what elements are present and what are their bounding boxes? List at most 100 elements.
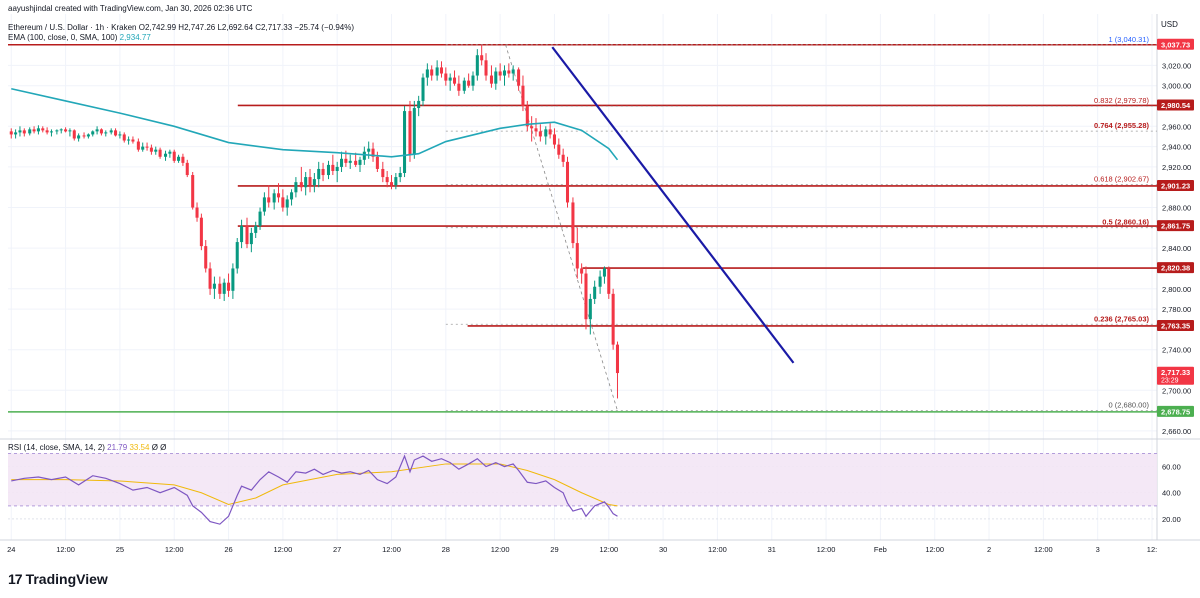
candle-body [281, 197, 285, 208]
time-tick-label: 12:00 [1034, 545, 1053, 554]
rsi-legend: RSI (14, close, SMA, 14, 2) 21.79 33.54 … [8, 443, 166, 452]
candle-body [45, 130, 49, 133]
tradingview-logo-mark: 17 [8, 571, 23, 587]
candle-body [557, 144, 561, 155]
time-tick-label: 2 [987, 545, 991, 554]
price-tag-box [1157, 366, 1194, 385]
ema-legend: EMA (100, close, 0, SMA, 100) 2,934.77 [8, 33, 151, 42]
candle-body [77, 135, 81, 139]
candle-body [598, 276, 602, 287]
time-tick-label: 12: [1147, 545, 1157, 554]
candle-body [141, 146, 145, 150]
candle-body [136, 141, 140, 150]
candle-body [371, 148, 375, 157]
price-tick-label: 2,660.00 [1162, 427, 1191, 436]
time-tick-label: 12:00 [708, 545, 727, 554]
candle-body [32, 129, 36, 132]
fib-level-label: 0.5 (2,860.16) [1102, 218, 1149, 227]
rsi-line [11, 454, 618, 525]
rsi-label-text: RSI (14, close, SMA, 14, 2) [8, 443, 105, 452]
time-tick-label: 31 [768, 545, 776, 554]
time-tick-label: 12:00 [491, 545, 510, 554]
price-tick-label: 2,800.00 [1162, 285, 1191, 294]
candle-body [235, 242, 239, 269]
candle-body [218, 283, 222, 294]
candle-body [480, 55, 484, 61]
candle-body [521, 85, 525, 106]
fib-level-label: 0.832 (2,979.78) [1094, 96, 1150, 105]
price-tick-label: 2,940.00 [1162, 143, 1191, 152]
candle-body [118, 134, 122, 136]
candle-body [95, 129, 99, 132]
time-tick-label: 12:00 [925, 545, 944, 554]
candle-body [615, 344, 620, 374]
candle-body [181, 156, 185, 163]
time-tick-label: 28 [442, 545, 450, 554]
price-tick-label: 2,840.00 [1162, 244, 1191, 253]
candle-body [222, 282, 226, 294]
candle-body [544, 129, 548, 137]
time-tick-label: 12:00 [817, 545, 836, 554]
candle-body [394, 177, 398, 186]
candle-body [267, 197, 271, 203]
price-tick-label: 3,020.00 [1162, 61, 1191, 70]
candle-body [168, 151, 172, 154]
candle-body [68, 130, 72, 132]
candle-body [22, 130, 26, 134]
candle-body [127, 139, 131, 141]
candle-body [575, 243, 579, 269]
rsi-band [8, 453, 1157, 506]
candle-body [412, 108, 416, 155]
candle-body [177, 156, 181, 161]
candle-body [321, 168, 325, 176]
candle-body [212, 283, 216, 289]
price-tag-label: 2,678.75 [1161, 407, 1190, 416]
candle-body [308, 177, 312, 186]
fib-connector-line [505, 44, 618, 411]
candle-body [99, 129, 103, 134]
price-tag-box [1157, 99, 1194, 111]
price-tick-label: 2,880.00 [1162, 204, 1191, 213]
candle-body [408, 111, 412, 155]
candle-body [534, 128, 538, 132]
currency-label: USD [1161, 20, 1178, 29]
candle-body [149, 147, 153, 152]
candle-body [457, 83, 461, 91]
candle-body [484, 60, 488, 76]
candle-body [231, 268, 235, 291]
price-tag-box [1157, 220, 1194, 232]
candle-body [331, 164, 335, 171]
candle-body [304, 177, 308, 188]
time-tick-label: 25 [116, 545, 124, 554]
rsi-ma-line [11, 463, 618, 507]
candle-body [611, 293, 615, 345]
price-tick-label: 2,960.00 [1162, 122, 1191, 131]
price-tag-label: 2,901.23 [1161, 181, 1190, 190]
candle-body [109, 130, 113, 133]
candle-body [565, 161, 570, 203]
candle-body [41, 128, 45, 131]
price-tick-label: 2,740.00 [1162, 346, 1191, 355]
time-tick-label: 24 [7, 545, 15, 554]
rsi-ma-value: 33.54 [129, 443, 150, 452]
price-tick-label: 2,780.00 [1162, 305, 1191, 314]
candle-body [262, 197, 266, 212]
candle-body [580, 268, 584, 274]
price-tag-label: 2,717.33 [1161, 368, 1190, 377]
candle-body [227, 282, 231, 291]
candle-body [462, 80, 466, 91]
candle-body [249, 232, 253, 245]
price-tag-box [1157, 319, 1194, 331]
rsi-tick-label: 40.00 [1162, 489, 1181, 498]
candle-body [104, 132, 108, 134]
candle-body [389, 182, 394, 186]
fib-level-label: 0.618 (2,902.67) [1094, 175, 1150, 184]
candle-body [471, 75, 475, 86]
ema-line [11, 87, 619, 161]
candle-body [49, 131, 53, 133]
candle-body [272, 193, 276, 203]
candle-body [195, 207, 199, 218]
price-tick-label: 2,700.00 [1162, 386, 1191, 395]
candle-body [584, 273, 588, 320]
price-tag-label: 2,763.35 [1161, 321, 1190, 330]
